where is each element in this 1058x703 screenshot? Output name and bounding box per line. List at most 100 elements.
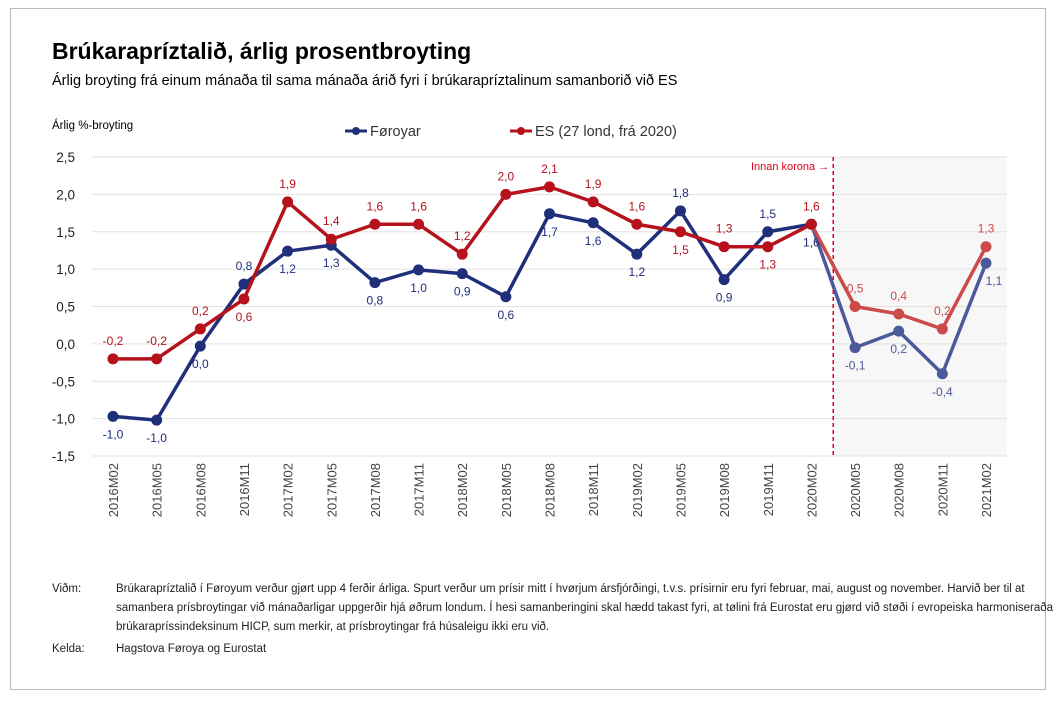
data-point — [631, 218, 643, 230]
data-point — [936, 368, 948, 380]
series-segment — [460, 271, 508, 299]
series-segment — [853, 304, 901, 316]
data-point — [980, 257, 992, 269]
data-point — [587, 217, 599, 229]
data-label: 0,9 — [716, 291, 733, 305]
data-label: 1,1 — [986, 274, 1003, 288]
y-tick-label: 2,5 — [56, 150, 75, 165]
chart-title: Brúkarapríztalið, árlig prosentbroyting — [52, 38, 472, 64]
data-point — [194, 323, 206, 335]
corona-annotation: Innan korona → — [751, 161, 829, 173]
data-point — [238, 278, 250, 290]
data-point — [936, 323, 948, 335]
data-label: 1,0 — [410, 281, 427, 295]
series-segment — [809, 222, 857, 350]
series-segment — [896, 329, 945, 376]
series-segment — [329, 222, 377, 241]
data-point — [849, 342, 861, 354]
y-axis-label: Árlig %-broyting — [52, 119, 133, 132]
data-point — [544, 208, 555, 220]
x-tick-label: 2017M11 — [412, 463, 427, 516]
series-segment — [766, 222, 814, 234]
data-label: -1,0 — [103, 427, 124, 441]
data-label: 0,6 — [498, 308, 515, 322]
data-point — [500, 291, 512, 303]
data-label: 1,3 — [323, 256, 340, 270]
series: -1,0 -1,0 0,0 0,8 1,2 1,3 0,8 1,0 0,9 0,6 1,7 1,6 1,… — [103, 162, 1003, 445]
data-label: 0,6 — [236, 310, 253, 324]
series-segment — [416, 268, 464, 276]
x-axis: 2016M02 2016M05 2016M08 2016M11 2017M02 2017M… — [106, 463, 994, 517]
legend-marker — [517, 127, 525, 135]
x-tick-label: 2018M05 — [499, 463, 514, 517]
legend-label: Føroyar — [370, 124, 421, 140]
series-segment — [678, 209, 726, 282]
data-label: 0,4 — [890, 289, 907, 303]
x-tick-label: 2016M08 — [193, 463, 208, 517]
data-label: -0,4 — [932, 385, 953, 399]
y-tick-label: -1,5 — [52, 449, 75, 464]
y-tick-label: -1,0 — [52, 412, 75, 427]
data-point — [718, 274, 730, 286]
data-label: 0,2 — [934, 304, 951, 318]
x-tick-label: 2019M11 — [761, 463, 776, 516]
series-segment — [242, 200, 290, 301]
data-point — [849, 301, 861, 312]
series-segment — [504, 212, 552, 299]
data-point — [282, 245, 294, 257]
data-label: 1,2 — [279, 262, 296, 276]
x-tick-label: 2016M02 — [106, 463, 121, 517]
series-segment — [722, 230, 770, 282]
data-point — [456, 268, 468, 280]
data-label: -1,0 — [146, 431, 167, 445]
data-point — [718, 241, 730, 253]
data-label: 1,3 — [716, 222, 733, 236]
data-point — [893, 325, 905, 337]
series-segment — [896, 312, 945, 331]
series-segment — [154, 327, 203, 361]
x-tick-label: 2016M05 — [150, 463, 165, 517]
x-tick-label: 2017M08 — [368, 463, 383, 517]
data-label: 1,4 — [323, 214, 340, 228]
series-es: -0,2 -0,2 0,2 0,6 1,9 1,4 1,6 1,6 1,2 2,0 2,1 1,9 1,… — [103, 162, 995, 365]
data-label: 1,6 — [367, 199, 384, 213]
data-point — [980, 241, 992, 253]
series-segment — [591, 221, 639, 256]
series-segment — [591, 200, 639, 227]
series-segment — [940, 261, 988, 376]
data-point — [544, 181, 555, 193]
data-point — [369, 218, 381, 230]
series-segment — [154, 344, 203, 422]
data-point — [413, 264, 425, 276]
series-segment — [635, 222, 683, 234]
data-point — [151, 414, 163, 426]
series-segment — [809, 222, 857, 309]
data-label: 0,8 — [367, 294, 384, 308]
series-segment — [460, 192, 508, 256]
x-tick-label: 2019M02 — [630, 463, 645, 517]
x-tick-label: 2020M05 — [848, 463, 863, 517]
data-label: -0,1 — [845, 359, 866, 373]
data-point — [369, 277, 381, 289]
series-segment — [940, 244, 988, 331]
data-label: 1,9 — [279, 177, 296, 191]
x-tick-label: 2019M08 — [717, 463, 732, 517]
data-point — [674, 205, 686, 217]
series-segment — [504, 185, 552, 197]
x-tick-label: 2021M02 — [979, 463, 994, 517]
x-tick-label: 2017M02 — [281, 463, 296, 517]
data-label: 1,8 — [672, 186, 689, 200]
series-segment — [198, 297, 246, 331]
data-point — [587, 196, 599, 208]
data-point — [674, 226, 686, 238]
data-point — [805, 218, 817, 230]
series-segment — [766, 222, 814, 249]
data-label: 1,6 — [803, 199, 820, 213]
data-label: 1,5 — [759, 207, 776, 221]
data-point — [762, 241, 774, 253]
data-label: 1,2 — [628, 265, 645, 279]
chart-subtitle: Árlig broyting frá einum mánaða til sama… — [52, 73, 678, 89]
series-foroyar: -1,0 -1,0 0,0 0,8 1,2 1,3 0,8 1,0 0,9 0,6 1,7 1,6 1,… — [103, 186, 1003, 445]
data-label: 2,1 — [541, 162, 558, 176]
x-tick-label: 2018M08 — [543, 463, 558, 517]
